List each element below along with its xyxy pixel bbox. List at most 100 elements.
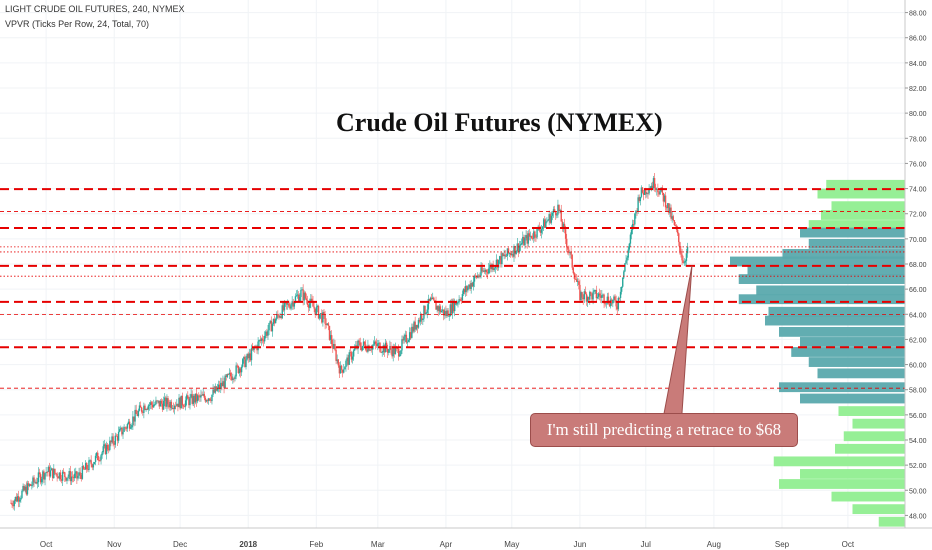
candle-body xyxy=(192,395,195,404)
candle-body xyxy=(110,440,112,443)
candle-body xyxy=(336,359,338,361)
candle-body xyxy=(559,209,561,211)
candle-body xyxy=(551,212,554,216)
volume-profile-bar xyxy=(756,285,905,296)
candle-body xyxy=(651,185,654,189)
candle-body xyxy=(348,352,350,365)
candle-body xyxy=(541,226,544,230)
candle-body xyxy=(466,286,468,291)
candle-body xyxy=(477,275,479,278)
candle-body xyxy=(445,311,447,317)
candle-body xyxy=(281,305,283,319)
candle-body xyxy=(620,286,623,292)
candle-body xyxy=(571,254,573,268)
candle-body xyxy=(296,294,299,296)
candle-body xyxy=(294,296,297,303)
candle-body xyxy=(232,378,234,381)
candle-body xyxy=(194,393,197,403)
candle-body xyxy=(57,477,59,479)
candle-body xyxy=(46,471,48,473)
candles xyxy=(10,173,689,511)
candle-body xyxy=(383,345,386,353)
candle-body xyxy=(562,223,565,228)
candle-body xyxy=(218,384,221,389)
candle-body xyxy=(335,349,337,361)
candle-body xyxy=(11,502,13,506)
candle-body xyxy=(681,254,683,261)
candle-body xyxy=(177,403,179,408)
candle-body xyxy=(626,257,628,261)
candle-body xyxy=(142,411,144,413)
candle-body xyxy=(288,303,290,307)
candle-body xyxy=(154,404,156,405)
candle-body xyxy=(413,321,415,332)
candle-body xyxy=(397,348,400,357)
y-tick-label: 54.00 xyxy=(909,438,927,445)
candle-body xyxy=(370,349,372,351)
candle-body xyxy=(73,473,76,479)
candle-body xyxy=(301,289,303,291)
price-axis-bg xyxy=(905,0,932,550)
y-tick-label: 56.00 xyxy=(909,413,927,420)
candle-body xyxy=(518,245,521,252)
candle-body xyxy=(81,466,84,479)
candle-body xyxy=(133,416,135,422)
candle-body xyxy=(415,324,417,330)
candle-body xyxy=(256,346,258,351)
candle-body xyxy=(202,393,204,396)
candle-body xyxy=(41,478,43,483)
candle-body xyxy=(489,264,491,269)
volume-profile-bar xyxy=(817,368,905,379)
candle-body xyxy=(616,306,618,310)
candle-body xyxy=(123,427,125,432)
candle-body xyxy=(47,466,50,473)
candle-body xyxy=(334,344,336,350)
candle-body xyxy=(91,464,93,468)
candle-body xyxy=(233,378,235,380)
candle-body xyxy=(205,400,208,402)
x-tick-label: Oct xyxy=(842,540,855,549)
candle-body xyxy=(309,303,311,308)
candle-body xyxy=(10,502,12,504)
annotation-callout[interactable]: I'm still predicting a retrace to $68 xyxy=(530,413,798,447)
candle-body xyxy=(548,214,550,221)
candle-body xyxy=(391,350,393,357)
candle-body xyxy=(493,268,495,270)
candle-body xyxy=(283,302,286,311)
candle-body xyxy=(499,256,501,260)
candle-body xyxy=(108,449,110,451)
candle-body xyxy=(670,207,672,219)
candle-body xyxy=(369,349,371,351)
volume-profile-bar xyxy=(878,516,905,527)
candle-body xyxy=(131,425,133,428)
candle-body xyxy=(589,291,591,300)
candle-body xyxy=(582,297,584,300)
candle-body xyxy=(561,221,564,228)
candle-body xyxy=(71,476,74,478)
candle-body xyxy=(676,229,679,234)
candle-body xyxy=(426,309,428,313)
x-tick-label: Mar xyxy=(371,540,385,549)
candle-body xyxy=(419,315,422,322)
volume-profile-bar xyxy=(808,357,905,367)
candle-body xyxy=(151,404,154,408)
candle-body xyxy=(392,346,394,357)
candle-body xyxy=(642,192,645,195)
candle-body xyxy=(390,346,392,351)
candle-body xyxy=(345,360,347,368)
candle-body xyxy=(533,231,535,239)
candle-body xyxy=(568,249,570,254)
candle-body xyxy=(28,484,31,486)
candle-body xyxy=(347,357,349,365)
candle-body xyxy=(564,229,567,239)
candle-body xyxy=(602,294,604,296)
candle-body xyxy=(139,405,142,408)
candle-body xyxy=(88,460,90,470)
candle-body xyxy=(646,193,648,195)
candle-body xyxy=(351,356,354,360)
candle-body xyxy=(453,301,456,312)
candle-body xyxy=(159,400,162,407)
candle-body xyxy=(31,485,33,487)
